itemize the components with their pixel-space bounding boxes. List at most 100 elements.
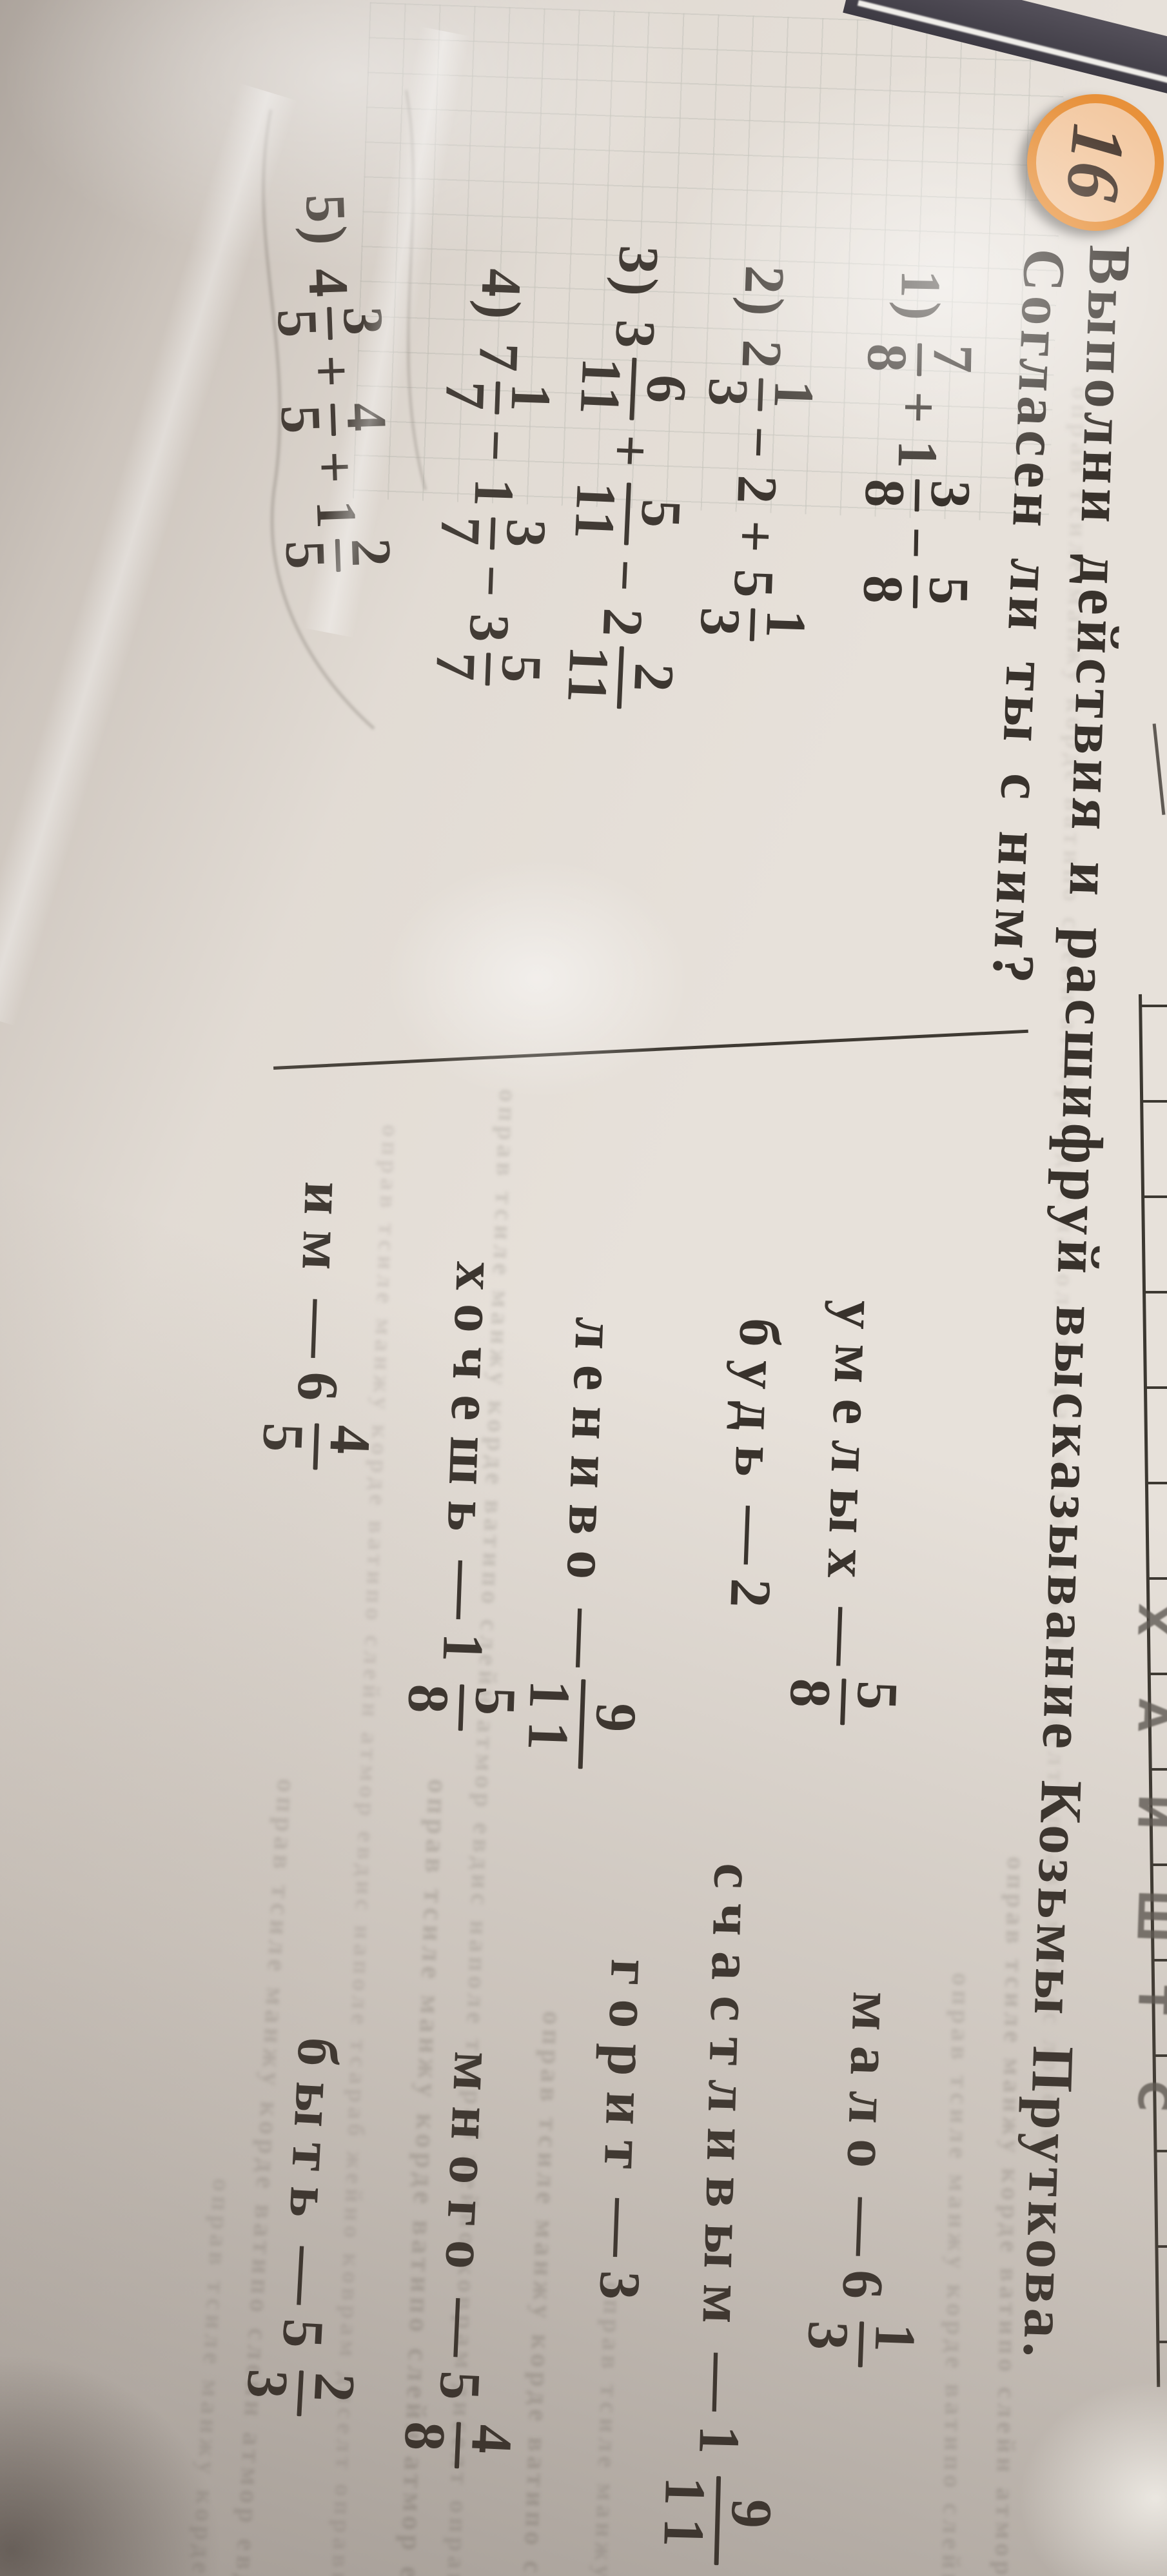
whole-number: 6 (829, 2268, 896, 2316)
numerator: 5 (916, 575, 980, 609)
denominator: 7 (423, 651, 487, 685)
denominator: 8 (395, 1683, 460, 1730)
dash: — (432, 1560, 498, 1620)
operator: − (463, 428, 527, 464)
denominator: 3 (687, 606, 752, 640)
numerator: 3 (493, 518, 558, 552)
whole-number: 5 (721, 568, 785, 602)
answer-word: лениво (554, 1315, 628, 1597)
denominator: 7 (433, 380, 496, 414)
answer-word: быть (276, 2036, 351, 2235)
denominator: 3 (233, 2368, 300, 2416)
problem-expression: 2 1 3−2 +5 1 3 (687, 338, 825, 643)
problem-label: 3) (605, 244, 671, 301)
answer-word: много (432, 2050, 507, 2286)
answer-word: будь (721, 1317, 792, 1493)
whole-number: 5 (426, 2369, 493, 2417)
page-edge-line (1152, 723, 1166, 815)
ghost-text: оправ тсиле манжу корде ватипо слейн атм… (115, 2178, 237, 2576)
denominator: 5 (250, 1422, 315, 1469)
answer-word: мало (834, 1990, 905, 2185)
strip-cell-line (1152, 1959, 1167, 1961)
answer-value: 9 11 (515, 1679, 648, 1769)
numerator: 5 (489, 653, 553, 687)
whole-number: 4 (296, 267, 360, 302)
fraction: 5 11 (562, 480, 692, 546)
operator: + (302, 449, 367, 486)
dash: — (429, 2297, 496, 2359)
problem-expression: 7 1 7−1 3 7−3 5 7 (423, 341, 562, 687)
denominator: 11 (562, 480, 627, 544)
dash: — (688, 2352, 754, 2412)
mixed-number: 1 9 11 (651, 2424, 783, 2566)
numerator: 1 (753, 609, 818, 643)
numerator: 6 (634, 373, 698, 408)
operator: + (723, 519, 787, 555)
denominator: 5 (268, 404, 332, 438)
denominator: 3 (696, 377, 760, 411)
problem-1: 1) 7 8 +1 3 8−5 8 (851, 269, 984, 609)
dash: — (286, 1298, 353, 1359)
strip-cell-line (1156, 2245, 1167, 2248)
problem-label: 4) (468, 268, 533, 324)
whole-number: 6 (284, 1370, 351, 1418)
denominator: 3 (794, 2319, 860, 2367)
denominator: 11 (651, 2475, 717, 2564)
divider-rule (273, 1029, 1028, 1070)
answer-value: 3 (586, 2270, 654, 2303)
fraction: 9 11 (515, 1679, 648, 1769)
denominator: 8 (391, 2420, 457, 2468)
dash: — (832, 2196, 898, 2257)
number: 3 (587, 2269, 652, 2303)
dash: — (719, 1505, 785, 1566)
dash: — (588, 2197, 655, 2258)
answer-bud: будь — 2 (716, 1317, 793, 1609)
strip-cell-line (1148, 1673, 1167, 1675)
answer-word: счастливым (690, 1862, 767, 2340)
strip-cell-line (1150, 1768, 1167, 1771)
operator: + (299, 353, 363, 390)
exercise-number: 16 (1050, 120, 1142, 205)
numerator: 5 (628, 498, 692, 533)
answer-lenivo: лениво — 9 11 (515, 1315, 658, 1769)
numerator: 7 (921, 344, 984, 377)
strip-cell-line (1144, 1386, 1167, 1389)
answer-word: им (289, 1180, 357, 1287)
whole-number: 7 (466, 342, 531, 376)
problem-expression: 7 8 +1 3 8−5 8 (851, 343, 984, 609)
pencil-letter: Х (1128, 1602, 1167, 1637)
exercise-number-badge: 16 (1027, 94, 1164, 231)
problem-label: 5) (293, 193, 358, 250)
numerator: 1 (761, 379, 825, 413)
operator: + (598, 433, 662, 470)
problem-4: 4) 7 1 7−1 3 7−3 5 7 (423, 266, 562, 687)
strip-cell-line (1146, 1482, 1167, 1484)
numerator: 2 (300, 2371, 367, 2419)
strip-cell-line (1143, 1291, 1167, 1293)
whole-number: 1 (885, 439, 949, 473)
